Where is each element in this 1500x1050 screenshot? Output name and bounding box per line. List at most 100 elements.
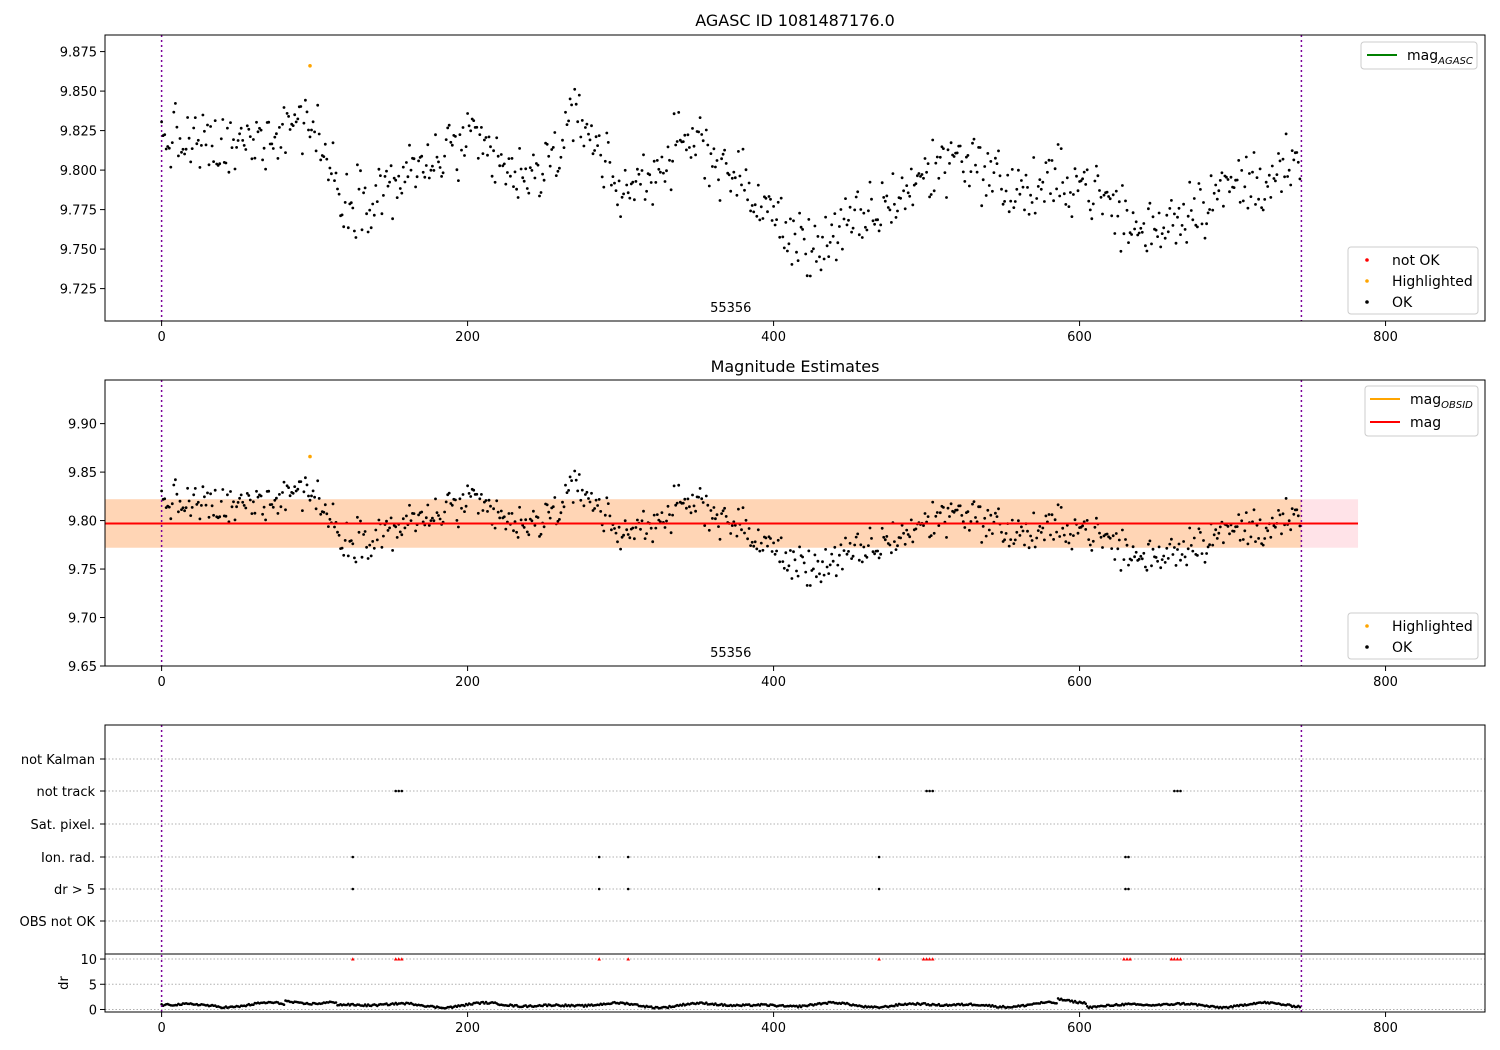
ok-point [882,196,886,199]
ok-point [934,514,938,518]
ok-point [264,167,267,171]
ok-point [1196,554,1199,557]
ok-point [789,549,792,552]
ok-point [174,102,177,105]
ok-point [1257,537,1260,540]
ok-point [1160,558,1164,561]
ok-point [611,175,615,179]
ok-point [195,503,199,506]
ok-point [447,491,451,495]
ok-point [674,143,678,147]
ok-point [919,175,922,178]
ok-point [467,124,471,128]
ok-point [513,170,517,174]
ok-point [1064,203,1068,206]
ok-point [493,526,497,530]
ok-point [1000,530,1003,534]
ok-point [210,504,214,508]
flag-row-label: Ion. rad. [41,851,95,866]
ok-point [522,526,526,529]
ok-point [929,193,933,196]
ok-point [802,561,806,565]
ok-point [189,160,193,164]
ok-point [1043,200,1046,203]
ok-point [764,196,768,200]
ok-point [1189,544,1193,547]
ok-point [365,545,368,549]
ok-point [1168,207,1172,210]
ok-point [561,138,564,142]
ok-point [163,497,167,501]
ok-point [902,531,905,535]
y-tick-label: 9.725 [60,283,97,298]
ok-point [602,185,606,189]
ok-point [873,552,876,556]
ok-point [903,542,907,546]
ok-point [1238,200,1242,204]
ok-point [1261,208,1265,212]
ok-point [343,201,347,204]
ok-point [1270,516,1274,520]
ok-point [808,274,812,278]
ok-point [362,191,365,195]
ok-point [1064,540,1068,543]
ok-point [398,187,402,190]
ok-point [847,550,850,553]
ok-point [746,198,749,202]
ok-point [417,513,420,517]
ok-point [813,224,817,228]
ok-point [495,499,499,503]
ok-point [1023,543,1026,547]
ok-point [851,226,855,230]
ok-point [740,528,743,532]
ok-point [1156,235,1159,239]
ok-point [737,507,740,511]
ok-point [795,569,798,573]
ok-point [1070,547,1074,551]
ok-point [1108,197,1112,201]
ok-point [978,505,982,509]
ok-point [729,532,733,535]
ok-point [631,180,635,184]
ok-point [219,137,223,141]
ok-point [1283,175,1286,179]
ok-point [1229,175,1233,179]
ok-point [911,203,915,207]
ok-point [669,188,673,192]
ok-point [639,182,642,186]
ok-point [1252,151,1256,154]
ok-point [521,523,525,527]
ok-point [932,531,936,535]
ok-point [671,159,674,163]
ok-point [409,519,413,522]
ok-point [1015,187,1019,191]
ok-point [833,212,837,216]
ok-point [213,488,217,492]
ok-point [691,126,694,130]
ok-point [1144,565,1147,569]
ok-point [429,519,433,522]
ok-point [392,176,396,180]
ok-point [294,120,298,124]
legend-label-mag-agasc: magAGASC [1407,48,1473,67]
ok-point [574,478,578,482]
ok-point [938,511,942,515]
ok-point [281,491,284,494]
ok-point [372,213,376,217]
ok-point [279,505,283,509]
ok-point [619,547,622,551]
ok-point [737,150,740,153]
ok-point [686,133,690,137]
ok-point [307,494,310,498]
ok-point [391,217,394,221]
ok-point [784,221,788,224]
ok-point [1041,180,1045,184]
ok-point [227,170,231,174]
flag-point [877,855,881,859]
ok-point [770,550,774,553]
ok-point [593,507,596,510]
chart-title: Magnitude Estimates [711,357,880,376]
ok-point [1147,207,1150,211]
ok-point [472,119,476,122]
ok-point [1203,560,1207,564]
